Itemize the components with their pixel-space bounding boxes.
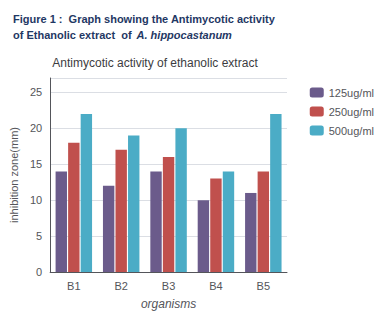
svg-text:10: 10: [30, 194, 42, 206]
svg-text:A. hippocastanum: A. hippocastanum: [136, 29, 233, 41]
svg-text:25: 25: [30, 86, 42, 98]
svg-text:125ug/ml: 125ug/ml: [329, 87, 374, 99]
svg-text:5: 5: [36, 230, 42, 242]
svg-text:B4: B4: [209, 280, 222, 292]
svg-text:20: 20: [30, 122, 42, 134]
svg-text:B2: B2: [114, 280, 127, 292]
svg-text:B5: B5: [257, 280, 270, 292]
svg-text:of Ethanolic extract of: of Ethanolic extract of: [13, 29, 132, 41]
svg-text:250ug/ml: 250ug/ml: [329, 106, 374, 118]
svg-text:Antimycotic activity of ethano: Antimycotic activity of ethanolic extrac…: [52, 56, 258, 70]
svg-text:15: 15: [30, 158, 42, 170]
svg-text:Figure 1 : Graph showing the: Figure 1 : Graph showing the Antimycotic…: [13, 13, 276, 25]
svg-text:B1: B1: [67, 280, 80, 292]
svg-text:0: 0: [36, 266, 42, 278]
svg-text:organisms: organisms: [141, 297, 196, 311]
svg-text:500ug/ml: 500ug/ml: [329, 125, 374, 137]
svg-text:inhibition zone(mm): inhibition zone(mm): [8, 127, 20, 223]
svg-text:B3: B3: [162, 280, 175, 292]
